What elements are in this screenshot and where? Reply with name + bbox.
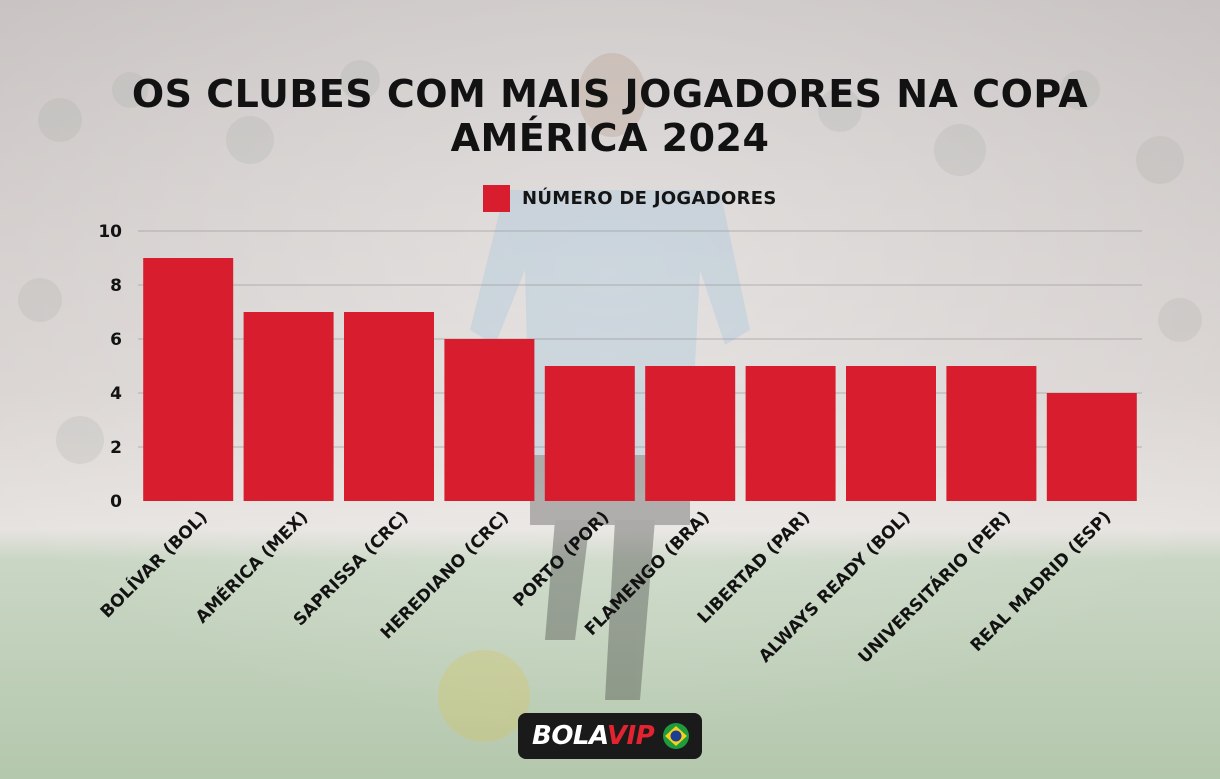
bar-8 <box>946 366 1037 501</box>
bar-7 <box>846 366 936 501</box>
x-category-label: LIBERTAD (PAR) <box>694 507 814 627</box>
logo-text: BOLAVIP <box>532 721 655 751</box>
y-tick-label: 6 <box>110 330 122 350</box>
y-tick-label: 8 <box>110 276 122 296</box>
y-tick-label: 2 <box>110 438 122 458</box>
bar-5 <box>645 366 736 501</box>
legend-swatch <box>483 184 510 212</box>
y-tick-label: 0 <box>110 492 122 512</box>
bar-3 <box>444 339 535 501</box>
bar-1 <box>243 312 334 501</box>
logo-text-part-1: BOLA <box>532 721 607 751</box>
legend: NÚMERO DE JOGADORES <box>483 183 777 213</box>
bar-2 <box>344 312 434 501</box>
x-category-label: BOLÍVAR (BOL) <box>95 506 211 622</box>
x-category-label: PORTO (POR) <box>510 507 614 611</box>
chart-title-line-2: AMÉRICA 2024 <box>450 116 770 160</box>
bar-9 <box>1046 393 1137 501</box>
logo-text-part-2: VIP <box>606 721 655 751</box>
y-tick-label: 10 <box>98 222 122 242</box>
bar-4 <box>544 366 635 501</box>
bar-6 <box>745 366 836 501</box>
y-tick-label: 4 <box>110 384 122 404</box>
bar-0 <box>143 258 234 501</box>
bolavip-logo: BOLAVIP <box>518 713 702 759</box>
chart-title-line-1: OS CLUBES COM MAIS JOGADORES NA COPA <box>131 72 1089 116</box>
brazil-flag-icon <box>663 723 689 749</box>
legend-label: NÚMERO DE JOGADORES <box>522 187 777 209</box>
